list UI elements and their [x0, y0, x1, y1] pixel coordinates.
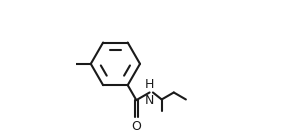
Text: H: H — [145, 78, 154, 91]
Text: N: N — [145, 93, 154, 107]
Text: O: O — [131, 120, 141, 133]
